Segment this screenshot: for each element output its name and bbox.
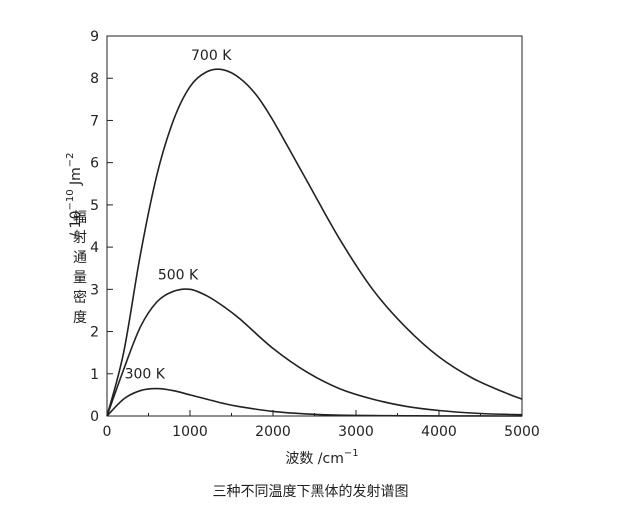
curve-500k xyxy=(106,288,523,417)
x-tick-label: 3000 xyxy=(338,424,374,440)
y-tick-label: 0 xyxy=(90,409,99,425)
y-tick-label: 9 xyxy=(90,29,99,45)
x-tick-label: 4000 xyxy=(421,424,457,440)
y-tick-label: 5 xyxy=(90,198,99,214)
x-axis-label: 波数 /cm−1 xyxy=(285,448,358,467)
curve-labels: 700 K 500 K 300 K xyxy=(125,48,233,383)
y-tick-label: 8 xyxy=(90,71,99,87)
y-axis-label-char: 辐 xyxy=(73,210,87,226)
y-axis-label-char: 射 xyxy=(73,230,87,246)
y-tick-label: 6 xyxy=(90,156,99,172)
y-tick-label: 1 xyxy=(90,367,99,383)
plot-border xyxy=(106,35,523,417)
curves xyxy=(106,68,523,417)
x-tick-label: 0 xyxy=(103,424,112,440)
y-tick-label: 4 xyxy=(90,240,99,256)
y-tick-label: 7 xyxy=(90,113,99,129)
x-tick-label: 2000 xyxy=(255,424,291,440)
curve-700k xyxy=(106,68,523,417)
axis-ticks: 0 1000 2000 3000 4000 5000 0 1 2 3 4 5 6 7 8 9 xyxy=(90,29,540,440)
curve-label-300k: 300 K xyxy=(125,367,166,383)
y-axis-label-char: 度 xyxy=(73,310,87,326)
curve-300k xyxy=(106,387,523,417)
y-axis-label-char: 量 xyxy=(73,270,87,286)
y-axis-label-char: 通 xyxy=(73,250,87,266)
y-axis-label-unit: / 10−10 Jm−2 xyxy=(65,152,84,237)
plot-frame xyxy=(106,35,523,417)
x-tick-label: 1000 xyxy=(172,424,208,440)
y-axis-label-char: 密 xyxy=(73,289,87,306)
curve-label-700k: 700 K xyxy=(191,48,232,64)
x-tick-label: 5000 xyxy=(504,424,540,440)
y-tick-label: 2 xyxy=(90,325,99,341)
y-tick-label: 3 xyxy=(90,282,99,298)
figure-caption: 三种不同温度下黑体的发射谱图 xyxy=(212,484,409,500)
curve-label-500k: 500 K xyxy=(158,267,199,283)
